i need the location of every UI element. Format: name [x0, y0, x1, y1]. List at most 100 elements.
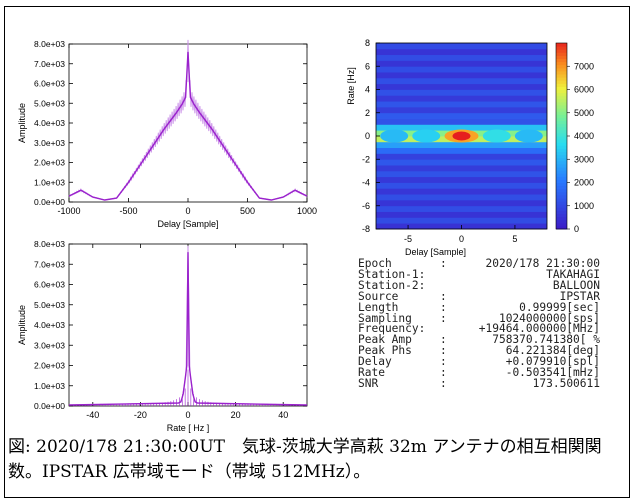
x-axis-label: Delay [Sample] [157, 219, 218, 229]
colorbar-cell [556, 204, 567, 208]
info-value: +19464.000000[MHz] [478, 322, 600, 336]
heatmap-row [376, 170, 547, 178]
colorbar-cell [556, 80, 567, 84]
y-tick-label: 2 [365, 108, 370, 118]
colorbar-label: 5000 [574, 108, 594, 118]
info-row: Delay: +0.079910[spl] [358, 355, 600, 369]
y-tick-label: 0 [365, 131, 370, 141]
colorbar-cell [556, 139, 567, 143]
x-tick-label: -500 [119, 206, 137, 216]
colorbar-cell [556, 114, 567, 118]
info-value: 2020/178 21:30:00 [485, 257, 600, 270]
colorbar-label: 0 [574, 224, 579, 234]
colorbar-cell [556, 120, 567, 125]
colorbar-cell [556, 185, 567, 190]
colorbar-cell [556, 98, 567, 103]
plot-border [68, 43, 308, 203]
x-axis-label: Rate [ Hz ] [167, 423, 210, 433]
heatmap-row [376, 194, 547, 201]
y-tick-label: -4 [362, 178, 370, 188]
colorbar-cell [556, 188, 567, 193]
colorbar-cell [556, 167, 567, 171]
info-sep: : [440, 333, 447, 347]
y-tick-label: 2.0e+03 [34, 158, 65, 168]
info-value: BALLOON [552, 278, 600, 292]
info-sep: : [440, 289, 447, 303]
colorbar-cell [556, 58, 567, 63]
colorbar-cell [556, 201, 567, 205]
x-axis-label: Delay [Sample] [405, 247, 466, 257]
info-sep: : [440, 257, 447, 270]
info-sep: : [440, 355, 447, 369]
colorbar-cell [556, 74, 567, 78]
heatmap-row [376, 43, 547, 50]
colorbar-cell [556, 194, 567, 199]
y-tick-label: 3.0e+03 [34, 340, 65, 350]
info-row: Length: 0.99999[sec] [358, 300, 600, 314]
heatmap-row [376, 95, 547, 102]
colorbar-cell [556, 198, 567, 202]
heatmap-row [376, 112, 547, 119]
y-axis-label: Amplitude [17, 103, 27, 143]
info-value: 64.221384[deg] [505, 344, 600, 358]
info-value: 1024000000[sps] [498, 311, 600, 325]
heatmap-row [376, 153, 547, 160]
y-tick-label: 6.0e+03 [34, 79, 65, 89]
x-tick-label: 0 [459, 234, 464, 244]
colorbar-cell [556, 46, 567, 50]
heatmap-row [376, 118, 547, 125]
info-value: 173.500611 [532, 376, 600, 390]
info-sep: : [440, 376, 447, 390]
x-tick-label: 500 [240, 206, 255, 216]
y-tick-label: 8 [365, 38, 370, 48]
colorbar-cell [556, 95, 567, 100]
colorbar-cell [556, 67, 567, 72]
heatmap-peak [380, 129, 409, 143]
colorbar-cell [556, 163, 567, 168]
heatmap-row [376, 83, 547, 90]
info-row: Peak Phs: 64.221384[deg] [358, 344, 600, 358]
colorbar-cell [556, 83, 567, 87]
info-row: SNR: 173.500611 [358, 376, 600, 390]
colorbar-cell [556, 142, 567, 146]
info-key: Length [358, 300, 399, 314]
colorbar-cell [556, 154, 567, 159]
colorbar-cell [556, 70, 567, 75]
x-tick-label: -1000 [57, 206, 80, 216]
info-value: IPSTAR [559, 289, 600, 303]
heatmap-row [376, 217, 547, 224]
info-sep: : [440, 311, 447, 325]
y-tick-label: 0.0e+00 [34, 197, 65, 207]
y-tick-label: 4 [365, 85, 370, 95]
x-tick-label: 5 [512, 234, 517, 244]
info-sep: : [440, 344, 447, 358]
colorbar-cell [556, 92, 567, 97]
colorbar-label: 1000 [574, 201, 594, 211]
colorbar-cell [556, 191, 567, 196]
heatmap-row [376, 89, 547, 96]
colorbar-cell [556, 160, 567, 165]
heatmap-row [376, 72, 547, 79]
y-tick-label: -2 [362, 154, 370, 164]
colorbar-cell [556, 52, 567, 56]
colorbar-cell [556, 207, 567, 211]
heatmap-row [376, 211, 547, 218]
colorbar-cell [556, 101, 567, 106]
y-tick-label: 6 [365, 61, 370, 71]
heatmap-row [376, 106, 547, 114]
heatmap-row [376, 124, 547, 131]
info-key: Frequency: [358, 322, 426, 336]
info-key: Peak Phs [358, 344, 412, 358]
info-key: Station-1: [358, 267, 426, 281]
info-key: Station-2: [358, 278, 426, 292]
x-tick-label: 20 [231, 410, 241, 420]
heatmap-row [376, 199, 547, 207]
y-tick-label: -8 [362, 224, 370, 234]
y-tick-label: 8.0e+03 [34, 39, 65, 49]
heatmap-row [376, 188, 547, 195]
y-tick-label: 1.0e+03 [34, 381, 65, 391]
figure-caption: 図: 2020/178 21:30:00UT 気球-茨城大学高萩 32m アンテ… [8, 437, 602, 482]
trace-line [68, 252, 308, 406]
y-tick-label: 4.0e+03 [34, 118, 65, 128]
colorbar-cell [556, 43, 567, 47]
